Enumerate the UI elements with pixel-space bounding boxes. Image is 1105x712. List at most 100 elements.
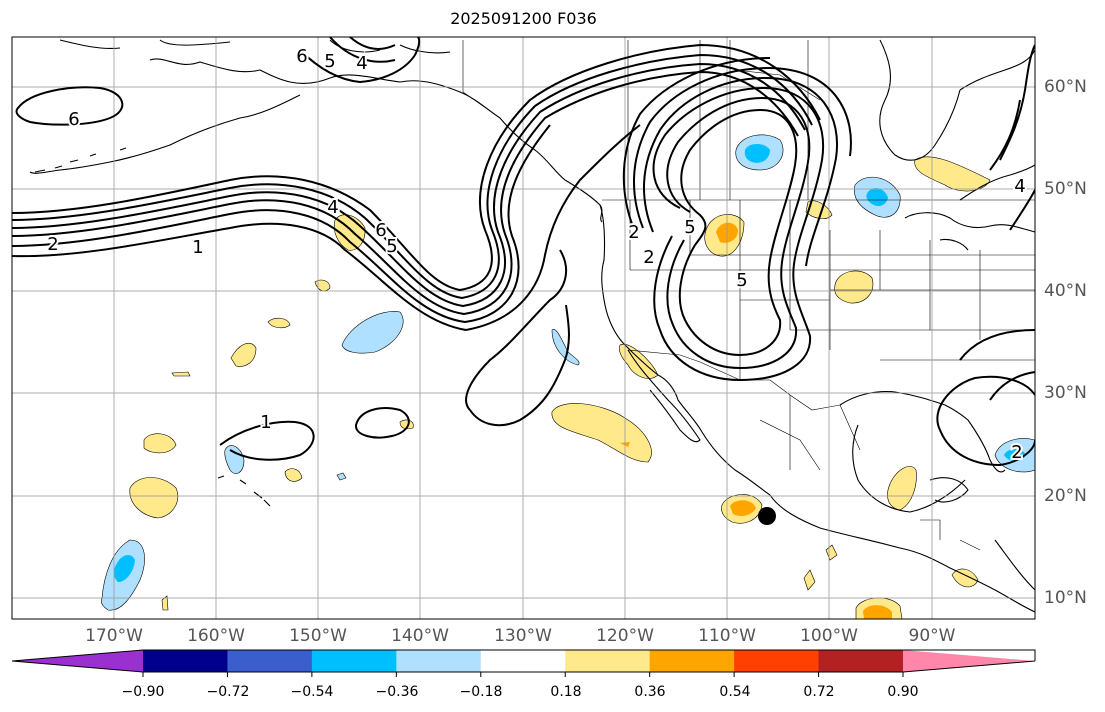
contour-label: 5 (736, 270, 747, 291)
contour-line (642, 76, 838, 267)
lon-label: 90°W (908, 626, 956, 646)
anomaly-blue (336, 472, 347, 481)
lon-label: 140°W (391, 626, 449, 646)
contour-line (678, 108, 798, 357)
anomaly-yellow (551, 403, 652, 463)
contour-lines (12, 37, 1035, 467)
contour-label: 4 (356, 53, 367, 74)
contour-line (959, 329, 1035, 401)
coastlines (29, 39, 1035, 613)
colorbar (11, 649, 1036, 677)
central-america-borders (920, 519, 981, 551)
colorbar-tick-label: 0.36 (634, 684, 666, 700)
anomaly-yellow (171, 371, 191, 377)
colorbar-cell (143, 650, 228, 672)
colorbar-extend-high (903, 650, 1035, 672)
contour-label: 1 (260, 412, 271, 433)
contour-label: 2 (628, 222, 639, 243)
lon-label: 170°W (85, 626, 143, 646)
anomaly-blue-core (113, 555, 135, 582)
anomaly-yellow (267, 317, 291, 329)
contour-label: 5 (386, 236, 397, 257)
contour-label: 5 (324, 51, 335, 72)
lon-label: 100°W (800, 626, 858, 646)
lon-label: 120°W (596, 626, 654, 646)
contour-line (12, 70, 799, 316)
contour-line (936, 375, 1035, 467)
colorbar-tick-label: 0.18 (550, 684, 582, 700)
anomaly-yellow (230, 343, 257, 367)
colorbar-tick-label: 0.54 (719, 684, 751, 700)
lon-label: 130°W (494, 626, 552, 646)
political-borders (462, 40, 1035, 551)
canada-coast (599, 204, 771, 496)
anomaly-blue-core (866, 188, 888, 206)
colorbar-cell (818, 650, 904, 672)
colorbar-extend-low (12, 650, 143, 672)
central-america (994, 539, 1035, 591)
lat-label: 10°N (1044, 588, 1087, 608)
contour-line (465, 124, 641, 331)
hawaii (217, 475, 271, 507)
lat-label: 40°N (1044, 281, 1087, 301)
contour-line (1009, 189, 1035, 231)
contour-line (465, 249, 570, 427)
location-marker (758, 507, 776, 525)
anomaly-yellow (805, 200, 833, 220)
colorbar-cell (480, 650, 566, 672)
colorbar-tick-label: −0.72 (206, 684, 250, 700)
anomaly-orange (730, 500, 756, 516)
contour-label: 2 (1011, 442, 1022, 463)
contour-label: 2 (47, 234, 58, 255)
anomaly-orange (863, 605, 892, 619)
colorbar-cell (227, 650, 313, 672)
anomaly-yellow (399, 419, 414, 430)
anomaly-yellow (618, 343, 659, 379)
alaska-peninsula (29, 94, 301, 174)
gridlines (12, 37, 1035, 619)
anomaly-yellow (887, 466, 917, 511)
mexico-states (759, 395, 861, 471)
anomaly-yellow (834, 270, 874, 304)
mexico-coast (769, 494, 1035, 613)
colorbar-cell (565, 650, 651, 672)
lat-label: 50°N (1044, 179, 1087, 199)
colorbar-cell (311, 650, 397, 672)
contour-line (15, 86, 124, 126)
colorbar-tick-label: −0.36 (375, 684, 419, 700)
alaska-canada-border (462, 40, 501, 119)
baja-california (627, 349, 701, 443)
map-frame (11, 36, 1036, 620)
anomaly-yellow (143, 433, 177, 454)
anomaly-yellow (314, 279, 331, 292)
contour-label: 4 (327, 197, 338, 218)
contour-label: 5 (684, 217, 695, 238)
alaska-north (159, 39, 451, 54)
gulf-coast (839, 391, 969, 513)
lon-label: 160°W (187, 626, 245, 646)
contour-label: 2 (643, 247, 654, 268)
contour-label: 6 (296, 46, 307, 67)
contour-line (355, 407, 410, 439)
contour-line (12, 124, 551, 324)
contour-line (12, 43, 821, 292)
east-canada (959, 49, 1035, 201)
anomaly-yellow (161, 595, 169, 611)
lon-label: 110°W (698, 626, 756, 646)
colorbar-cell (649, 650, 735, 672)
contour-line (299, 37, 421, 84)
contour-line (12, 222, 467, 331)
contour-line (632, 66, 852, 229)
hudson-bay (879, 39, 961, 161)
contour-line (12, 62, 806, 308)
contour-line (12, 53, 813, 300)
colorbar-tick-label: −0.90 (121, 684, 165, 700)
map-title: 2025091200 F036 (450, 9, 597, 28)
anomaly-yellow (284, 468, 303, 482)
colorbar-outline (11, 649, 1036, 673)
contour-label: 6 (68, 109, 79, 130)
colorbar-tick-label: 0.72 (803, 684, 835, 700)
